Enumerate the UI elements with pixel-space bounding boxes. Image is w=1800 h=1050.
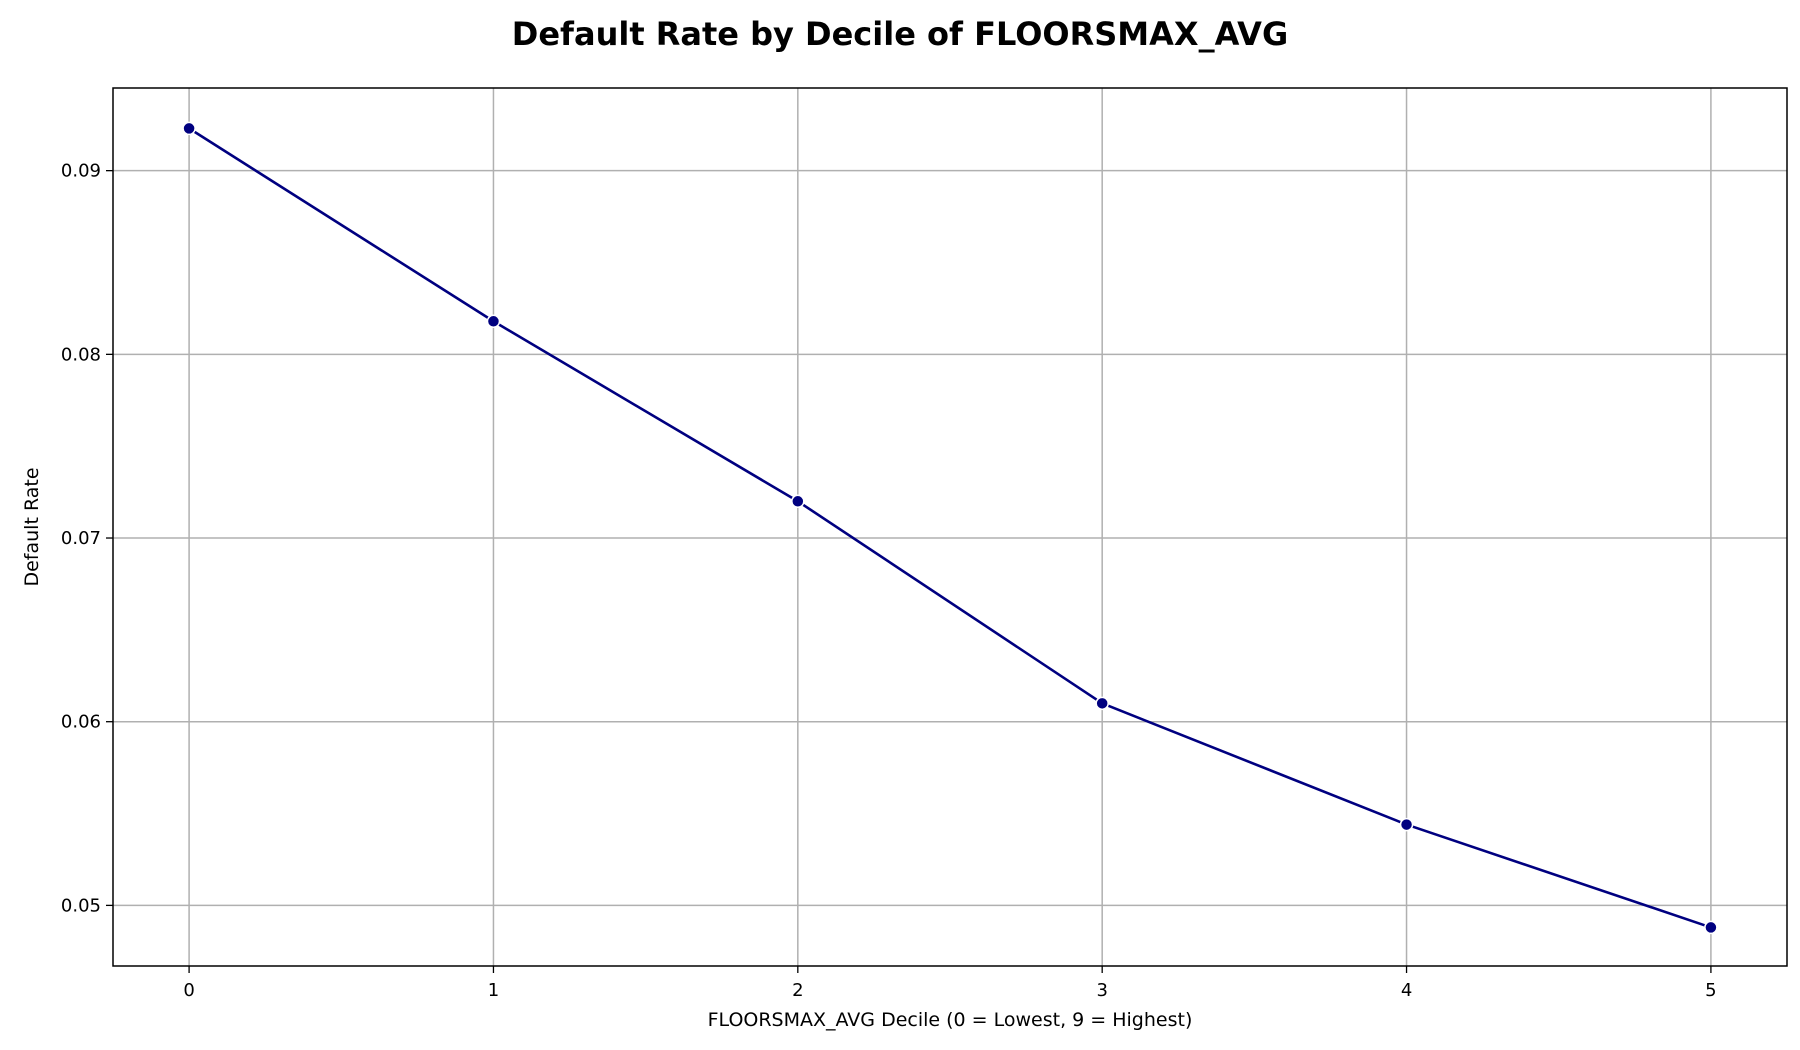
y-tick-label: 0.05: [61, 895, 101, 916]
x-tick-label: 1: [488, 980, 499, 1001]
data-point: [1399, 817, 1414, 832]
axis-ticks: 0 1 2 3 4 5 0.05 0.06 0.07 0.08 0.09: [61, 161, 1717, 1001]
data-point: [791, 494, 805, 509]
data-point: [182, 121, 196, 136]
x-tick-label: 2: [792, 980, 803, 1001]
data-point: [1095, 696, 1109, 711]
data-point: [486, 314, 501, 329]
series-line: [188, 127, 1712, 929]
x-tick-label: 4: [1401, 980, 1412, 1001]
y-tick-label: 0.06: [61, 712, 101, 733]
y-tick-label: 0.08: [61, 344, 101, 365]
x-tick-label: 3: [1096, 980, 1107, 1001]
y-axis-label: Default Rate: [21, 467, 43, 586]
x-axis-label: FLOORSMAX_AVG Decile (0 = Lowest, 9 = Hi…: [708, 1009, 1193, 1031]
grid: [113, 88, 1787, 966]
plot-frame: [112, 87, 1788, 967]
series-layer: [182, 121, 1718, 935]
data-point: [1704, 920, 1718, 935]
chart-title: Default Rate by Decile of FLOORSMAX_AVG: [512, 15, 1288, 53]
x-tick-label: 5: [1705, 980, 1716, 1001]
y-tick-label: 0.07: [61, 528, 101, 549]
y-tick-label: 0.09: [61, 161, 101, 182]
x-tick-label: 0: [183, 980, 194, 1001]
